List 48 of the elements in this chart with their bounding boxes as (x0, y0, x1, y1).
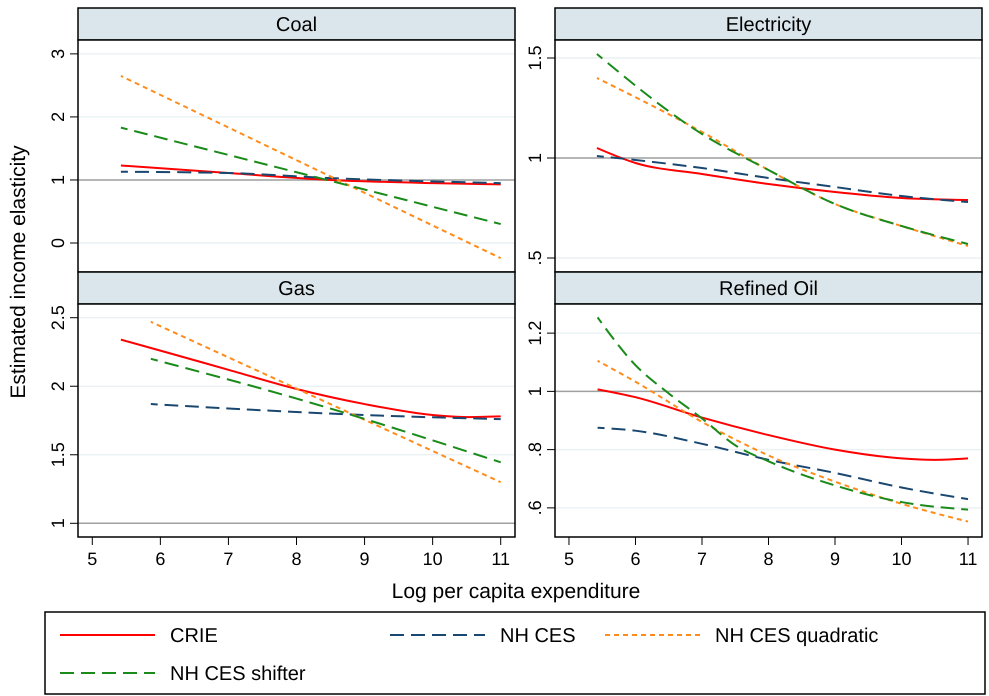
line-series (120, 338, 502, 418)
y-tick-label: .6 (525, 500, 545, 516)
chart-title: Electricity (726, 14, 812, 36)
line-series (596, 147, 970, 201)
y-tick-label: 1 (525, 152, 545, 164)
line-series (596, 155, 970, 203)
y-tick-label: .5 (525, 250, 545, 266)
legend-label: NH CES (500, 625, 576, 647)
x-tick-label: 5 (564, 549, 574, 569)
y-tick-label: 1 (48, 518, 68, 528)
chart-title: Gas (278, 278, 315, 300)
line-series (596, 360, 970, 523)
line-series (596, 388, 970, 461)
y-tick-label: 1.5 (525, 45, 545, 71)
y-tick-label: 1 (48, 174, 68, 185)
chart-title: Coal (276, 14, 318, 36)
y-tick-label: 1.2 (525, 320, 545, 346)
y-tick-label: 1.5 (48, 442, 68, 468)
y-tick-label: 2 (48, 112, 68, 122)
legend-label: NH CES shifter (170, 663, 306, 685)
x-tick-label: 6 (155, 549, 166, 569)
x-tick-label: 9 (360, 549, 370, 569)
chart-title: Refined Oil (719, 278, 818, 300)
x-tick-label: 5 (87, 549, 98, 569)
x-tick-label: 10 (892, 549, 912, 569)
x-tick-label: 11 (491, 549, 510, 569)
line-series (596, 426, 970, 500)
line-series (120, 170, 502, 184)
y-tick-label: 3 (48, 48, 68, 59)
y-tick-label: .8 (525, 442, 545, 458)
legend-label: CRIE (170, 625, 218, 647)
y-tick-label: 2.5 (48, 305, 68, 330)
x-tick-label: 10 (422, 549, 443, 569)
line-series (120, 164, 502, 186)
x-tick-label: 7 (223, 549, 234, 569)
x-axis-title: Log per capita expenditure (392, 580, 640, 603)
line-series (596, 316, 970, 511)
x-tick-label: 8 (291, 549, 302, 569)
legend-label: NH CES quadratic (715, 625, 878, 647)
y-tick-label: 1 (525, 386, 545, 396)
x-tick-label: 6 (630, 549, 640, 569)
x-tick-label: 9 (830, 549, 840, 569)
y-tick-label: 2 (48, 381, 68, 392)
x-tick-label: 7 (696, 549, 707, 569)
x-tick-label: 11 (958, 549, 978, 569)
y-tick-label: 0 (48, 238, 68, 248)
y-axis-title: Estimated income elasticity (7, 144, 30, 399)
x-tick-label: 8 (763, 549, 774, 569)
